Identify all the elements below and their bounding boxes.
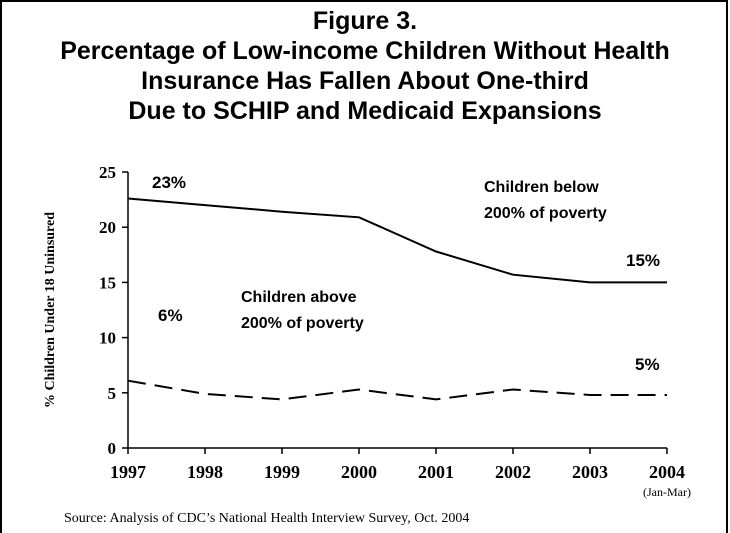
figure-number: Figure 3.	[312, 7, 418, 35]
x-tick-label: 2002	[495, 462, 531, 482]
annotation-below-start: 23%	[152, 173, 186, 192]
chart-title-line-1: Percentage of Low-income Children Withou…	[60, 37, 670, 65]
chart-title-line-3: Due to SCHIP and Medicaid Expansions	[128, 97, 602, 125]
y-tick-label: 0	[108, 439, 117, 458]
y-tick-label: 15	[99, 273, 116, 292]
series-label-above-line1: Children above	[241, 289, 357, 306]
x-tick-label: 2000	[341, 462, 377, 482]
x-tick-label: 1998	[187, 462, 223, 482]
series-line-above-poverty	[127, 379, 667, 401]
annotation-above-start: 6%	[158, 306, 183, 325]
series-line-below-poverty	[127, 197, 667, 284]
chart-title-line-2: Insurance Has Fallen About One-third	[141, 67, 589, 95]
series-label-above-line2: 200% of poverty	[241, 315, 364, 332]
source-note: Source: Analysis of CDC’s National Healt…	[64, 511, 470, 526]
x-tick-label: 2001	[418, 462, 454, 482]
y-tick-label: 25	[99, 163, 116, 182]
x-tick-label: 1999	[264, 462, 300, 482]
y-tick-label: 10	[99, 329, 116, 348]
annotation-below-end: 15%	[626, 251, 660, 270]
x-tick-label: 2004	[649, 462, 685, 482]
x-tick-sublabel: (Jan-Mar)	[643, 485, 691, 499]
y-tick-label: 5	[108, 384, 117, 403]
y-tick-label: 20	[99, 218, 116, 237]
series-label-below-line1: Children below	[484, 179, 599, 196]
y-axis-label: % Children Under 18 Uninsured	[43, 212, 58, 408]
annotation-above-end: 5%	[635, 355, 660, 374]
series-label-below-line2: 200% of poverty	[484, 205, 607, 222]
x-tick-label: 1997	[110, 462, 146, 482]
x-tick-label: 2003	[572, 462, 608, 482]
